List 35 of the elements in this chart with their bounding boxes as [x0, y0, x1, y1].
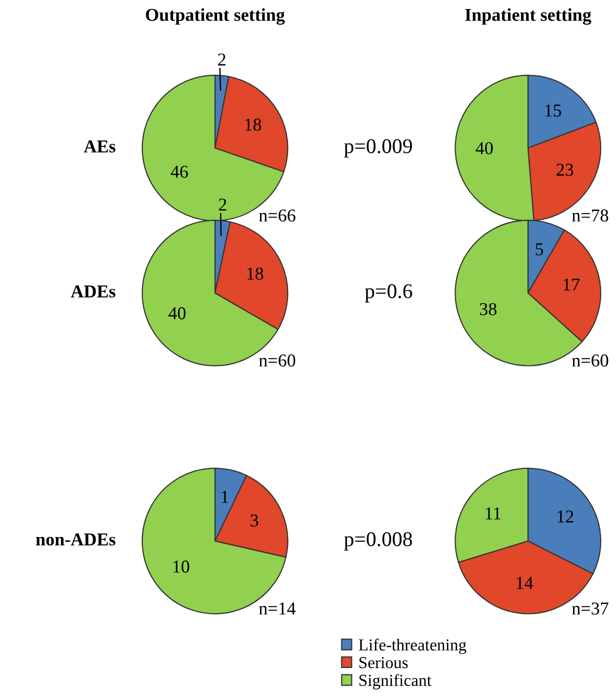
text: n=78 [572, 209, 608, 222]
legend-label: Significant [359, 674, 432, 690]
data-label: 10 [173, 560, 190, 573]
data-label: 14 [516, 576, 534, 589]
data-label: 5 [536, 243, 544, 256]
data-label: 40 [168, 307, 186, 320]
data-label: 2 [218, 54, 226, 66]
data-label: 12 [558, 510, 574, 522]
data-label: 18 [247, 268, 264, 280]
data-label: 17 [564, 278, 580, 291]
chart-title: Inpatient setting [465, 8, 592, 25]
text: n=14 [259, 602, 296, 614]
text: AEs [84, 140, 116, 153]
legend-label: Serious [359, 657, 408, 668]
text: ADEs [70, 285, 116, 298]
text: p=0.009 [344, 139, 412, 158]
data-label: 2 [218, 198, 226, 211]
data-label: 11 [486, 507, 501, 520]
data-label: 1 [222, 490, 228, 503]
data-label: 38 [480, 303, 496, 316]
data-label: 46 [170, 166, 188, 178]
data-label: 15 [545, 104, 562, 117]
text: non-ADEs [36, 533, 116, 546]
chart-title: Outpatient setting [146, 8, 285, 25]
text: n=37 [572, 602, 608, 615]
data-label: 18 [245, 118, 262, 131]
text: n=66 [259, 209, 296, 222]
text: n=60 [572, 354, 608, 367]
data-label: 23 [556, 164, 574, 176]
data-label: 3 [250, 514, 258, 527]
data-label: 40 [476, 142, 493, 154]
legend-label: Life-threatening [358, 638, 466, 654]
text: p=0.008 [344, 532, 412, 550]
text: n=60 [259, 354, 296, 367]
text: p=0.6 [364, 284, 412, 302]
